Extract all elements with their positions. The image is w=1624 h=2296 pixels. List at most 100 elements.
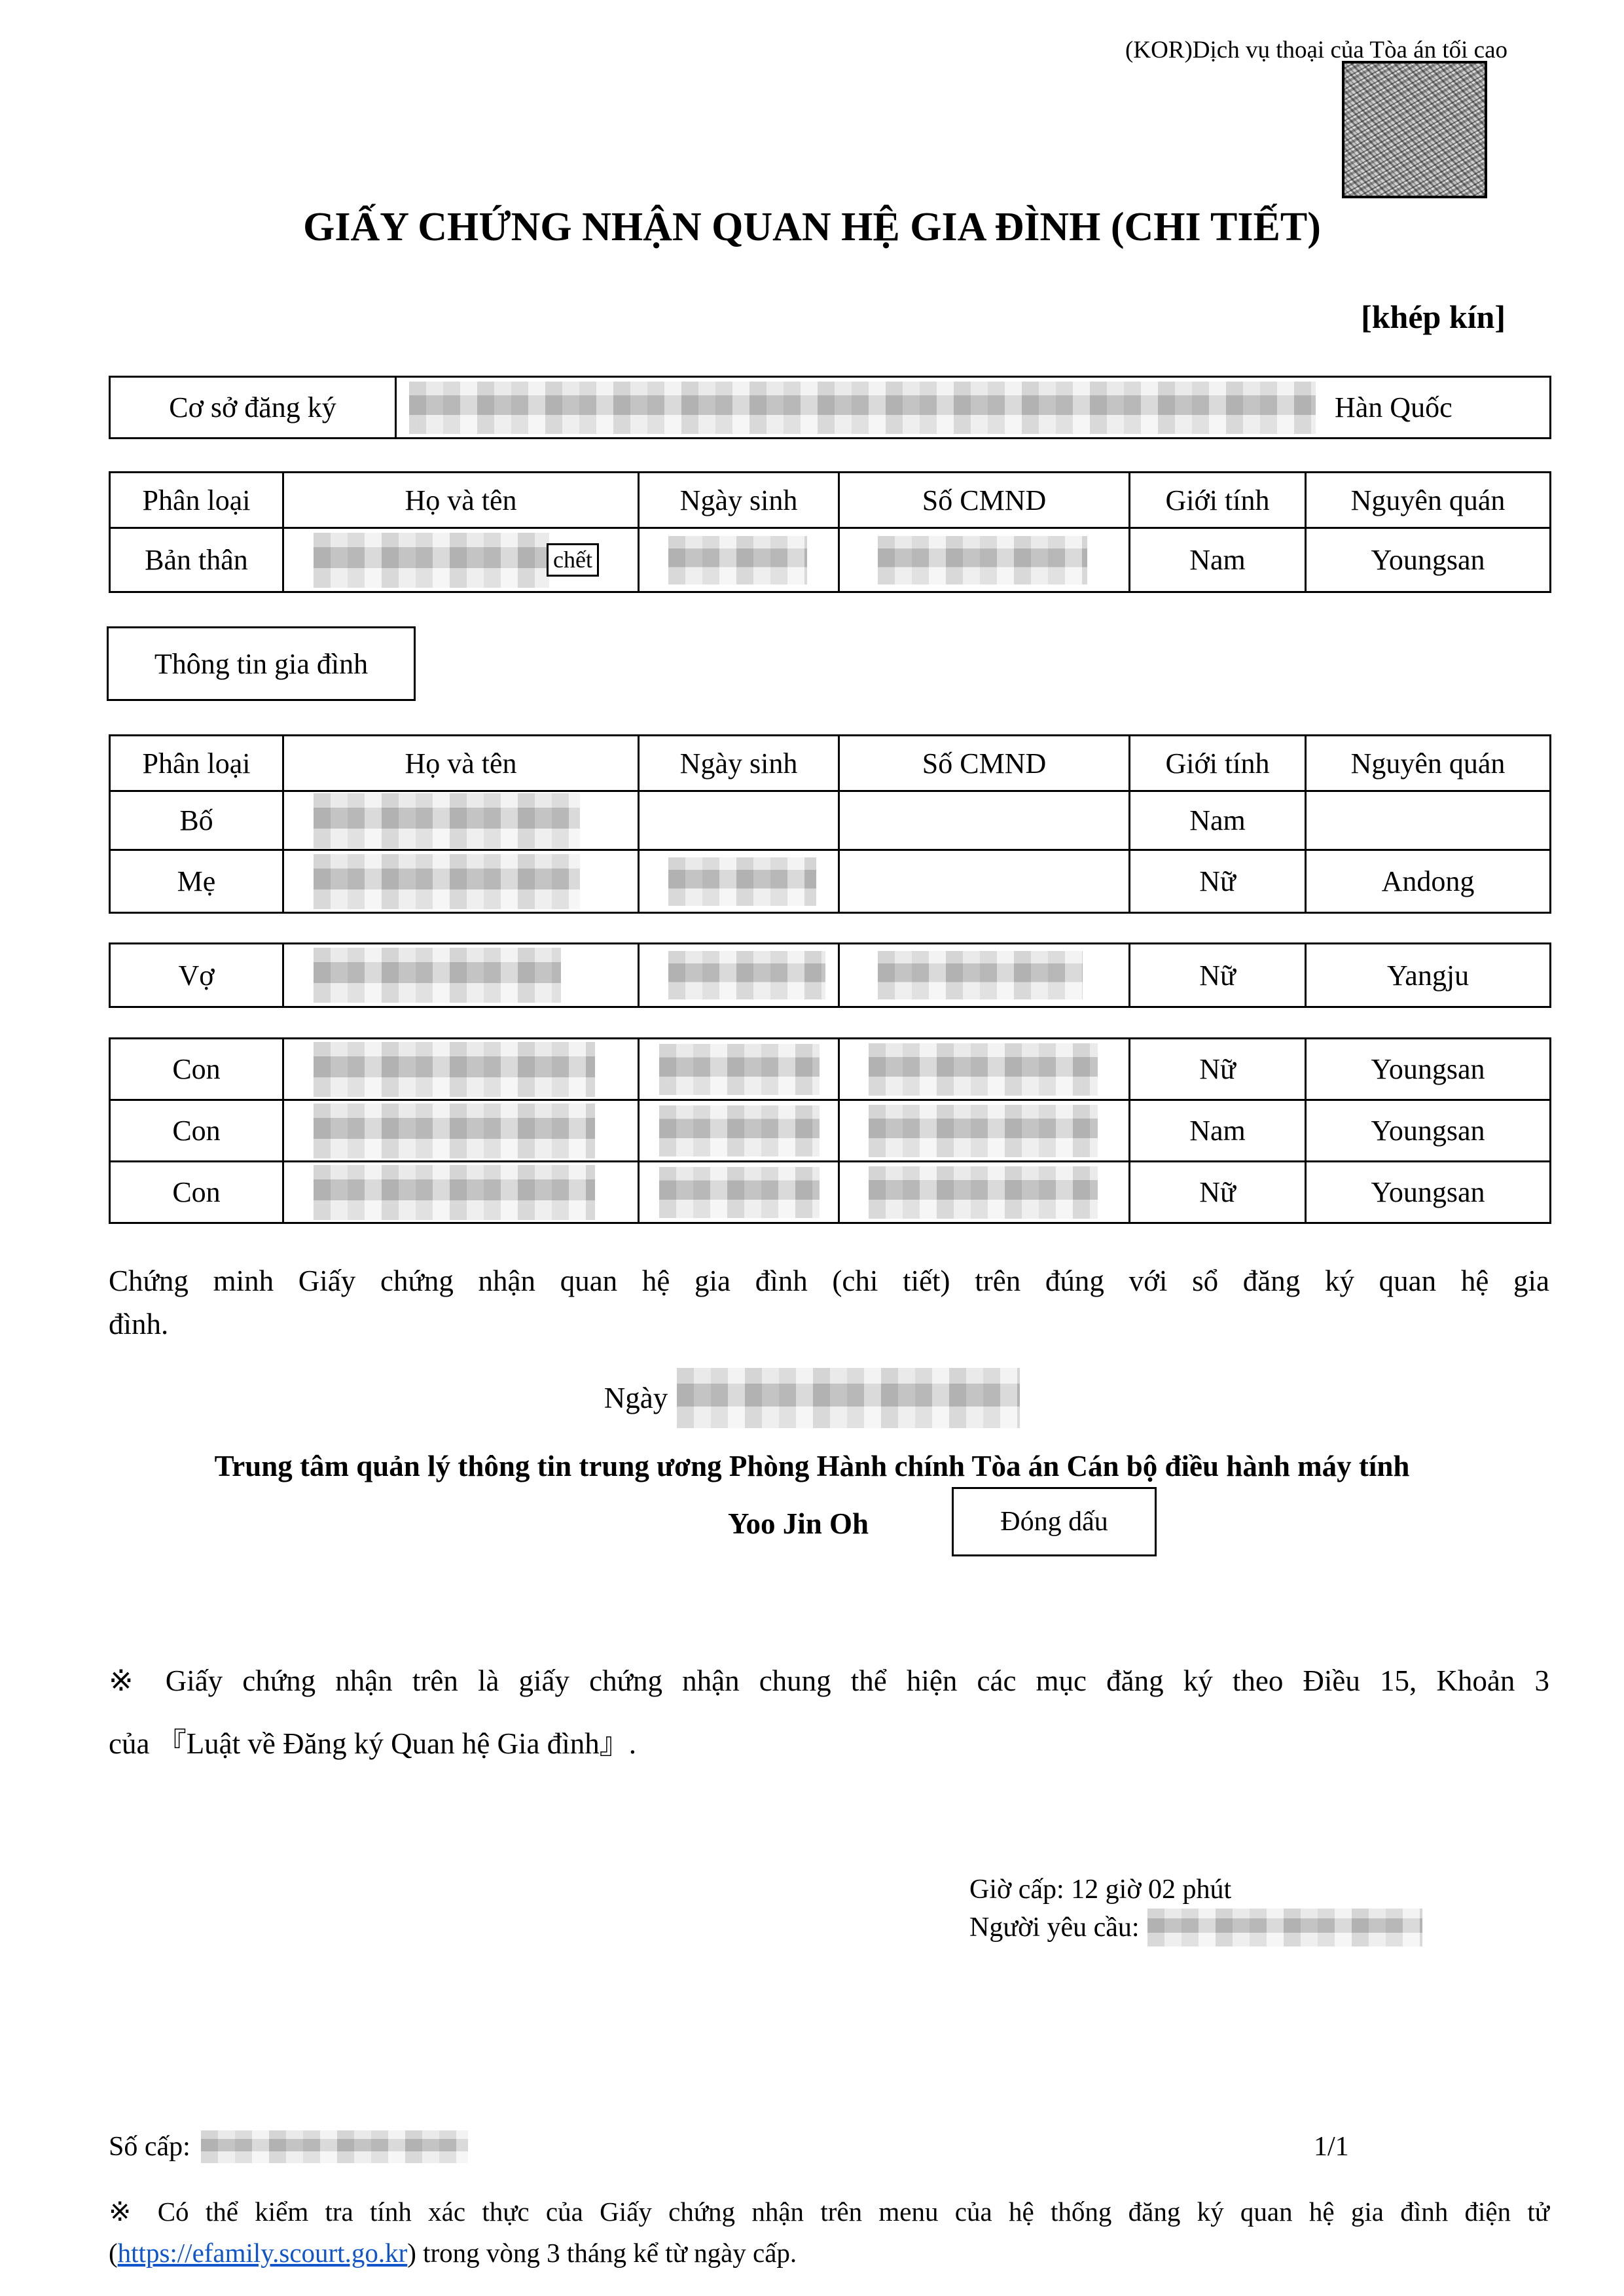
name-redacted bbox=[314, 793, 580, 848]
table-header-row: Phân loại Họ và tên Ngày sinh Số CMND Gi… bbox=[109, 734, 1551, 792]
birth-redacted bbox=[659, 1166, 820, 1218]
col-header-birth: Ngày sinh bbox=[638, 734, 840, 792]
birth-redacted bbox=[659, 1105, 820, 1157]
col-header-category: Phân loại bbox=[109, 471, 284, 529]
registry-label-cell: Cơ sở đăng ký bbox=[109, 376, 397, 439]
privacy-tag: [khép kín] bbox=[1361, 298, 1506, 335]
id-cell bbox=[838, 790, 1130, 851]
name-redacted bbox=[314, 1164, 595, 1220]
death-tag: chết bbox=[547, 543, 599, 577]
origin-cell: Youngsan bbox=[1305, 527, 1551, 593]
legal-note-line-1: ※ Giấy chứng nhận trên là giấy chứng nhậ… bbox=[109, 1664, 1549, 1697]
child-row: Con Nữ Youngsan bbox=[109, 1037, 1551, 1101]
birth-cell bbox=[638, 1099, 840, 1162]
name-redacted bbox=[314, 532, 549, 588]
requester-redacted bbox=[1147, 1909, 1422, 1946]
country-value: Hàn Quốc bbox=[1335, 391, 1453, 423]
children-table: Con Nữ Youngsan Con Nam Youngsan Con Nữ … bbox=[109, 1037, 1551, 1224]
col-header-origin: Nguyên quán bbox=[1305, 734, 1551, 792]
id-redacted bbox=[869, 1043, 1098, 1096]
spouse-row: Vợ Nữ Yangju bbox=[109, 942, 1551, 1008]
footer-line-1: ※ Có thể kiểm tra tính xác thực của Giấy… bbox=[109, 2197, 1549, 2227]
serial-label: Số cấp: bbox=[109, 2132, 190, 2162]
certify-line-1: Chứng minh Giấy chứng nhận quan hệ gia đ… bbox=[109, 1265, 1549, 1297]
registry-table: Cơ sở đăng ký Hàn Quốc bbox=[109, 376, 1551, 439]
page-title: GIẤY CHỨNG NHẬN QUAN HỆ GIA ĐÌNH (CHI TI… bbox=[303, 205, 1321, 249]
gender-cell: Nam bbox=[1128, 527, 1307, 593]
legal-note-line-2: của 『Luật về Đăng ký Quan hệ Gia đình』. bbox=[109, 1727, 637, 1760]
father-row: Bố Nam bbox=[109, 790, 1551, 851]
birth-cell bbox=[638, 790, 840, 851]
name-redacted bbox=[314, 853, 580, 909]
name-redacted bbox=[314, 1103, 595, 1158]
id-cell bbox=[838, 1099, 1130, 1162]
table-header-row: Phân loại Họ và tên Ngày sinh Số CMND Gi… bbox=[109, 471, 1551, 529]
requester-label: Người yêu cầu: bbox=[969, 1912, 1140, 1943]
category-cell: Mẹ bbox=[109, 849, 284, 914]
efamily-link[interactable]: https://efamily.scourt.go.kr bbox=[117, 2238, 408, 2268]
registry-value-cell: Hàn Quốc bbox=[395, 376, 1551, 439]
page-number: 1/1 bbox=[1314, 2132, 1349, 2162]
gender-cell: Nữ bbox=[1128, 942, 1307, 1008]
parents-table: Phân loại Họ và tên Ngày sinh Số CMND Gi… bbox=[109, 734, 1551, 914]
origin-cell: Youngsan bbox=[1305, 1037, 1551, 1101]
child-row: Con Nữ Youngsan bbox=[109, 1160, 1551, 1224]
col-header-name: Họ và tên bbox=[282, 471, 640, 529]
id-cell bbox=[838, 1037, 1130, 1101]
col-header-gender: Giới tính bbox=[1128, 471, 1307, 529]
col-header-id: Số CMND bbox=[838, 734, 1130, 792]
col-header-gender: Giới tính bbox=[1128, 734, 1307, 792]
name-cell bbox=[282, 1160, 640, 1224]
serial-line: Số cấp: 1/1 bbox=[109, 2128, 1549, 2165]
link-prefix: ( bbox=[109, 2238, 118, 2268]
legal-note: ※ Giấy chứng nhận trên là giấy chứng nhậ… bbox=[109, 1649, 1549, 1775]
gender-cell: Nữ bbox=[1128, 849, 1307, 914]
issuer-org-line: Trung tâm quản lý thông tin trung ương P… bbox=[214, 1450, 1410, 1482]
name-cell bbox=[282, 1037, 640, 1101]
self-row: Bản thân chết Nam Youngsan bbox=[109, 527, 1551, 593]
category-cell: Con bbox=[109, 1160, 284, 1224]
registry-address-redacted bbox=[409, 381, 1316, 434]
certify-text: Chứng minh Giấy chứng nhận quan hệ gia đ… bbox=[109, 1259, 1549, 1346]
gender-cell: Nam bbox=[1128, 1099, 1307, 1162]
col-header-id: Số CMND bbox=[838, 471, 1130, 529]
family-section-label: Thông tin gia đình bbox=[107, 626, 416, 701]
issue-time: Giờ cấp: 12 giờ 02 phút bbox=[969, 1874, 1232, 1905]
category-cell: Con bbox=[109, 1037, 284, 1101]
spouse-table: Vợ Nữ Yangju bbox=[109, 942, 1551, 1008]
id-cell bbox=[838, 1160, 1130, 1224]
footer-note: ※ Có thể kiểm tra tính xác thực của Giấy… bbox=[109, 2191, 1549, 2274]
seal-box: Đóng dấu bbox=[952, 1487, 1157, 1556]
birth-redacted bbox=[668, 535, 807, 584]
col-header-origin: Nguyên quán bbox=[1305, 471, 1551, 529]
birth-redacted bbox=[668, 951, 825, 999]
birth-cell bbox=[638, 527, 840, 593]
col-header-name: Họ và tên bbox=[282, 734, 640, 792]
id-redacted bbox=[878, 535, 1087, 584]
gender-cell: Nữ bbox=[1128, 1160, 1307, 1224]
id-cell bbox=[838, 849, 1130, 914]
signer-name: Yoo Jin Oh bbox=[728, 1507, 869, 1540]
origin-cell: Yangju bbox=[1305, 942, 1551, 1008]
certify-line-2: đình. bbox=[109, 1308, 169, 1340]
category-cell: Con bbox=[109, 1099, 284, 1162]
category-cell: Bố bbox=[109, 790, 284, 851]
name-cell bbox=[282, 790, 640, 851]
child-row: Con Nam Youngsan bbox=[109, 1099, 1551, 1162]
col-header-birth: Ngày sinh bbox=[638, 471, 840, 529]
name-cell bbox=[282, 849, 640, 914]
requester-line: Người yêu cầu: bbox=[969, 1909, 1422, 1946]
id-cell bbox=[838, 527, 1130, 593]
category-cell: Vợ bbox=[109, 942, 284, 1008]
serial-redacted bbox=[200, 2130, 468, 2163]
id-redacted bbox=[869, 1166, 1098, 1219]
mother-row: Mẹ Nữ Andong bbox=[109, 849, 1551, 914]
name-redacted bbox=[314, 1041, 595, 1097]
registry-row: Cơ sở đăng ký Hàn Quốc bbox=[109, 376, 1551, 439]
birth-cell bbox=[638, 849, 840, 914]
footer-line-2-suffix: ) trong vòng 3 tháng kể từ ngày cấp. bbox=[407, 2238, 797, 2268]
id-redacted bbox=[869, 1104, 1098, 1157]
birth-cell bbox=[638, 1037, 840, 1101]
issue-info: Giờ cấp: 12 giờ 02 phút Người yêu cầu: bbox=[969, 1871, 1422, 1946]
